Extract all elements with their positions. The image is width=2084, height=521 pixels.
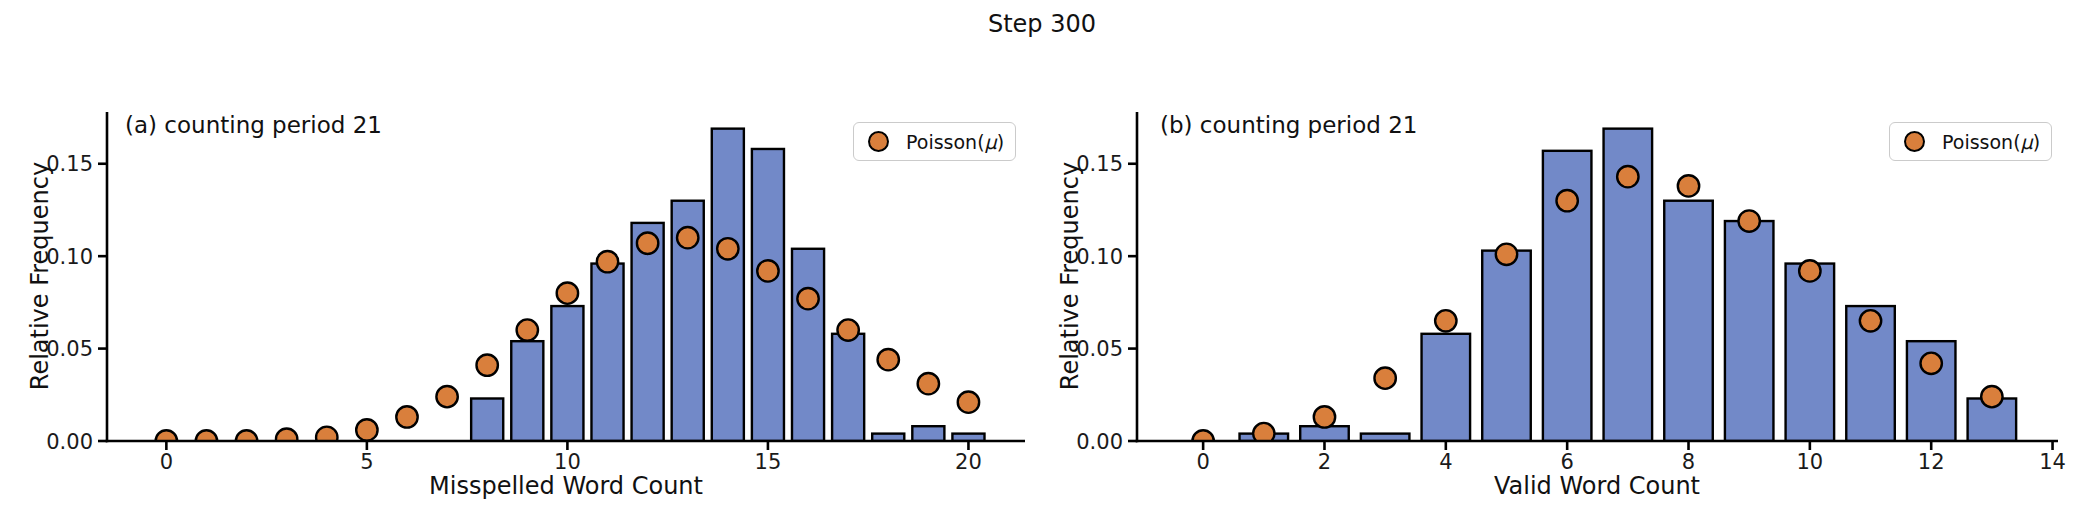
poisson-dot bbox=[1678, 175, 1699, 196]
histogram-bar bbox=[511, 341, 543, 441]
legend-label-text: Poisson( bbox=[1942, 131, 2021, 153]
panel-a-legend: Poisson(μ) bbox=[853, 122, 1016, 161]
legend-label-close: ) bbox=[2033, 131, 2040, 153]
legend-label-mu: μ bbox=[985, 131, 997, 153]
poisson-dot bbox=[878, 349, 899, 370]
poisson-dot bbox=[797, 288, 818, 309]
poisson-dot bbox=[476, 355, 497, 376]
histogram-bar bbox=[551, 306, 583, 441]
histogram-bar bbox=[1725, 221, 1774, 441]
poisson-dot bbox=[1435, 310, 1456, 331]
histogram-bar bbox=[591, 264, 623, 441]
x-tick-label: 6 bbox=[1560, 450, 1573, 474]
poisson-dot bbox=[637, 233, 658, 254]
poisson-dot bbox=[757, 260, 778, 281]
panel-a-yaxis-title: Relative Frequency bbox=[26, 162, 54, 390]
x-tick-label: 8 bbox=[1682, 450, 1695, 474]
panel-b-plot-area bbox=[1192, 129, 2016, 452]
poisson-dot bbox=[1314, 406, 1335, 427]
poisson-dot bbox=[1799, 260, 1820, 281]
poisson-dot bbox=[918, 373, 939, 394]
poisson-dot bbox=[1920, 353, 1941, 374]
x-tick-label: 0 bbox=[1196, 450, 1209, 474]
poisson-legend-marker-icon bbox=[868, 131, 889, 152]
x-tick-label: 5 bbox=[360, 450, 373, 474]
poisson-dot bbox=[958, 391, 979, 412]
panel-a-label: (a) counting period 21 bbox=[125, 112, 382, 138]
poisson-dot bbox=[1374, 367, 1395, 388]
x-tick-label: 15 bbox=[755, 450, 782, 474]
histogram-bar bbox=[1482, 251, 1531, 441]
x-tick-label: 10 bbox=[554, 450, 581, 474]
histogram-bar bbox=[632, 223, 664, 441]
panel-b-label: (b) counting period 21 bbox=[1160, 112, 1417, 138]
poisson-dot bbox=[1981, 386, 2002, 407]
panel-a-plot-area bbox=[156, 129, 985, 452]
poisson-dot bbox=[1860, 310, 1881, 331]
histogram-bar bbox=[712, 129, 744, 441]
histogram-bar bbox=[792, 249, 824, 441]
x-tick-label: 12 bbox=[1918, 450, 1945, 474]
histogram-bar bbox=[752, 149, 784, 441]
poisson-dot bbox=[1556, 190, 1577, 211]
panel-b-xaxis-title: Valid Word Count bbox=[1347, 472, 1847, 500]
poisson-dot bbox=[1496, 244, 1517, 265]
histogram-bar bbox=[471, 398, 503, 441]
poisson-dot bbox=[316, 427, 337, 448]
panel-b-legend: Poisson(μ) bbox=[1889, 122, 2052, 161]
x-tick-label: 10 bbox=[1796, 450, 1823, 474]
poisson-dot bbox=[517, 319, 538, 340]
poisson-dot bbox=[276, 428, 297, 449]
poisson-dot bbox=[356, 419, 377, 440]
poisson-dot bbox=[597, 251, 618, 272]
x-tick-label: 14 bbox=[2039, 450, 2066, 474]
poisson-legend-label: Poisson(μ) bbox=[1942, 131, 2040, 153]
histogram-bar bbox=[912, 426, 944, 441]
poisson-dot bbox=[1738, 210, 1759, 231]
panel-b-yaxis-title: Relative Frequency bbox=[1056, 162, 1084, 390]
y-tick-label: 0.00 bbox=[1076, 430, 1123, 454]
poisson-legend-marker-icon bbox=[1904, 131, 1925, 152]
poisson-dot bbox=[396, 406, 417, 427]
poisson-legend-label: Poisson(μ) bbox=[906, 131, 1004, 153]
x-tick-label: 20 bbox=[955, 450, 982, 474]
poisson-dot bbox=[677, 227, 698, 248]
figure: 051015200.000.050.100.15024681012140.000… bbox=[0, 0, 2084, 521]
panel-a-xaxis-title: Misspelled Word Count bbox=[316, 472, 816, 500]
x-tick-label: 4 bbox=[1439, 450, 1452, 474]
histogram-bar bbox=[1422, 334, 1471, 441]
poisson-dot bbox=[837, 319, 858, 340]
poisson-dot bbox=[1617, 166, 1638, 187]
legend-label-text: Poisson( bbox=[906, 131, 985, 153]
x-tick-label: 0 bbox=[160, 450, 173, 474]
figure-title: Step 300 bbox=[0, 10, 2084, 38]
histogram-bar bbox=[1664, 201, 1713, 441]
poisson-dot bbox=[557, 282, 578, 303]
legend-label-close: ) bbox=[997, 131, 1004, 153]
legend-label-mu: μ bbox=[2021, 131, 2033, 153]
histogram-bar bbox=[832, 334, 864, 441]
chart-canvas: 051015200.000.050.100.15024681012140.000… bbox=[0, 0, 2084, 521]
poisson-dot bbox=[717, 238, 738, 259]
histogram-bar bbox=[1786, 264, 1835, 441]
x-tick-label: 2 bbox=[1318, 450, 1331, 474]
poisson-dot bbox=[436, 386, 457, 407]
y-tick-label: 0.00 bbox=[46, 430, 93, 454]
